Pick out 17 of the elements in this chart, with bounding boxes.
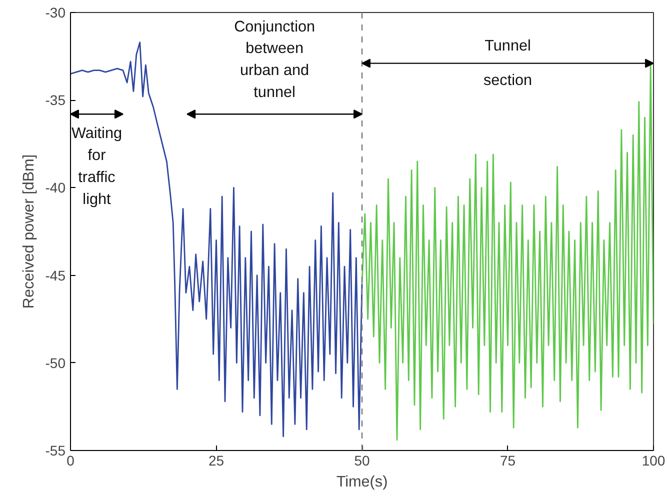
- x-axis-title: Time(s): [336, 474, 388, 490]
- y-tick-label: -50: [45, 354, 66, 371]
- y-tick-label: -35: [45, 92, 66, 108]
- y-tick-label: -40: [45, 180, 66, 196]
- y-axis-title: Received power [dBm]: [20, 154, 38, 309]
- y-tick-label: -55: [45, 442, 66, 458]
- x-tick-label: 75: [500, 452, 516, 468]
- annotation: Conjunction between urban and tunnel: [234, 18, 316, 101]
- annotation: Tunnel section: [483, 38, 532, 90]
- x-tick-label: 100: [642, 452, 666, 468]
- y-tick-label: -45: [45, 267, 66, 284]
- annotation: Waiting for traffic light: [71, 125, 122, 208]
- x-tick-label: 50: [354, 452, 370, 468]
- line-series: [70, 42, 363, 438]
- x-tick-label: 25: [208, 452, 224, 468]
- x-tick-label: 0: [66, 452, 75, 468]
- y-tick-label: -30: [45, 4, 66, 20]
